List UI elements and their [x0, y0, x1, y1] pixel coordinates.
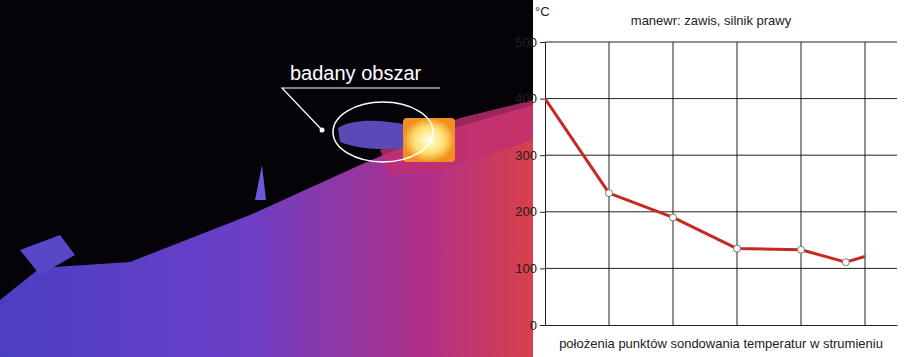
tail: [20, 235, 75, 275]
plot-area: [545, 99, 865, 266]
line: [545, 99, 865, 263]
annotation: badany obszar: [290, 62, 422, 84]
tick-label: 100: [515, 261, 537, 276]
tick: 200: [515, 204, 545, 219]
y-axis: 0 100 200 300 400 500: [515, 35, 545, 333]
leader-line: [282, 88, 440, 130]
tick: 300: [515, 148, 545, 163]
tick: 0: [530, 318, 545, 333]
grid-line: [609, 42, 610, 325]
photo-background: [0, 0, 533, 357]
x-axis-title: położenia punktów sondowania temperatur …: [559, 336, 883, 351]
tick-mark: [540, 42, 545, 43]
grid-line: [545, 211, 897, 212]
marker: [734, 245, 741, 252]
tick: 100: [515, 261, 545, 276]
tick-mark: [540, 155, 545, 156]
grid-line: [865, 42, 866, 325]
antenna: [255, 165, 266, 200]
tick-label: 400: [515, 91, 537, 106]
hot-spot: [403, 118, 455, 162]
grid-line: [545, 268, 897, 269]
tick-label: 0: [530, 318, 537, 333]
grid-line: [545, 42, 897, 43]
grid-line: [673, 42, 674, 325]
chart: 0 100 200 300 400 500 manewr: zawis, silnik pr…: [515, 4, 897, 351]
photo: badany obszar: [0, 0, 533, 357]
tick-mark: [540, 99, 545, 100]
marker: [670, 214, 677, 221]
grid-line: [737, 42, 738, 325]
axis-line: [546, 325, 898, 326]
grid-line: [545, 98, 897, 99]
grid: [545, 42, 897, 325]
tick-label: 300: [515, 148, 537, 163]
leader-dot: [320, 128, 325, 133]
marker: [842, 259, 849, 266]
tick-label: 500: [515, 35, 537, 50]
canvas: badany obszar 0 100 200 300 400 500 manewr: zaw…: [0, 0, 906, 357]
fuselage: [0, 105, 533, 357]
tick-mark: [540, 212, 545, 213]
y-axis-title: °C: [535, 4, 550, 19]
region-ellipse: [333, 102, 433, 162]
exhaust-plume: [338, 121, 410, 149]
tick-mark: [540, 325, 545, 326]
tick: 500: [515, 35, 545, 50]
tick: 400: [515, 91, 545, 106]
grid-line: [801, 42, 802, 325]
title: manewr: zawis, silnik prawy: [631, 13, 792, 28]
grid-line: [545, 155, 897, 156]
marker: [798, 246, 805, 253]
axis-line: [540, 43, 546, 326]
tick-label: 200: [515, 204, 537, 219]
tick-mark: [540, 268, 545, 269]
x-axis: [546, 325, 898, 327]
marker: [606, 190, 613, 197]
